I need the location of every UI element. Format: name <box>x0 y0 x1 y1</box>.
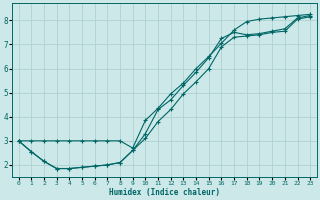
X-axis label: Humidex (Indice chaleur): Humidex (Indice chaleur) <box>109 188 220 197</box>
